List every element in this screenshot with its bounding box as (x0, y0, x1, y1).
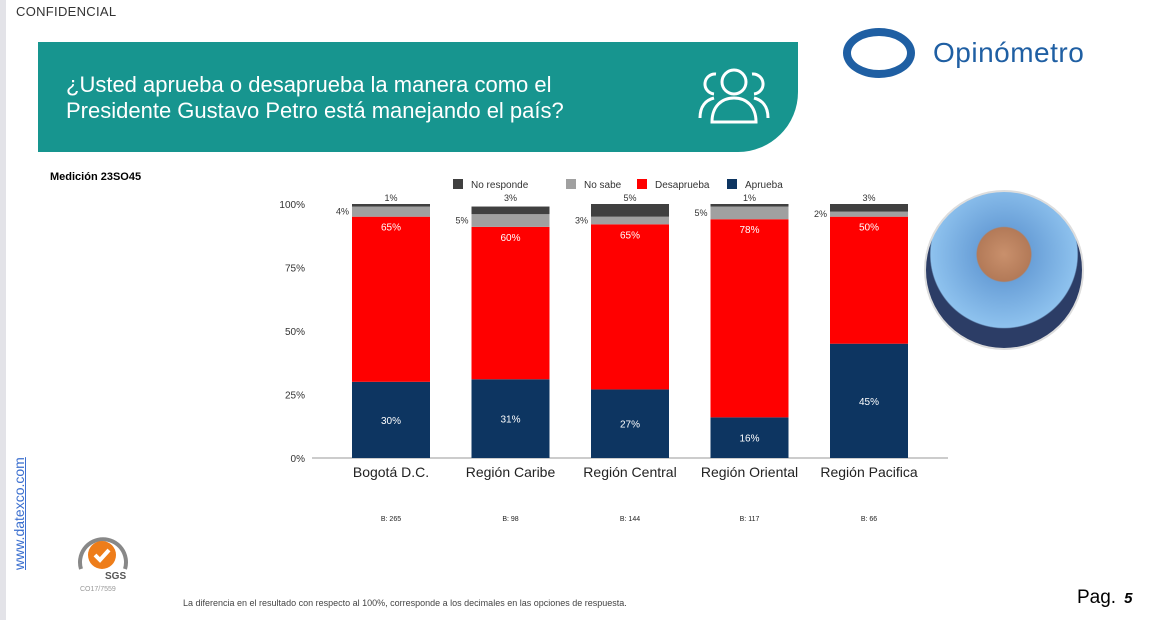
data-label: 3% (575, 216, 588, 226)
legend-label: Aprueba (745, 180, 783, 191)
bar-segment (830, 211, 908, 217)
data-label: 3% (862, 193, 875, 203)
measurement-label: Medición 23SO45 (50, 171, 142, 183)
certificate-code: CO17/7559 (80, 586, 116, 593)
bar-segment (710, 219, 789, 418)
left-edge (0, 0, 6, 620)
bar-segment (352, 381, 430, 458)
data-label: 16% (739, 434, 759, 445)
data-label: 1% (384, 193, 397, 203)
legend-swatch (637, 179, 647, 189)
bar-segment (591, 224, 669, 390)
data-label: 65% (620, 230, 640, 241)
data-label: 5% (623, 193, 636, 203)
data-label: 5% (694, 208, 707, 218)
x-tick-label: Región Central (583, 464, 676, 480)
data-label: 31% (500, 415, 520, 426)
bar-segment (352, 216, 430, 382)
legend-label: Desaprueba (655, 180, 710, 191)
bar-segment (471, 206, 550, 215)
people-icon (698, 68, 770, 124)
y-tick-label: 25% (285, 391, 305, 402)
x-tick-label: Bogotá D.C. (353, 464, 429, 480)
data-label: 50% (859, 223, 879, 234)
base-label: B: 144 (620, 516, 640, 523)
data-label: 27% (620, 420, 640, 431)
data-label: 2% (814, 209, 827, 219)
x-tick-label: Región Pacifica (820, 464, 917, 480)
president-photo (924, 190, 1084, 350)
website-link[interactable]: www.datexco.com (11, 457, 27, 570)
data-label: 45% (859, 397, 879, 408)
data-label: 1% (743, 193, 756, 203)
data-label: 30% (381, 416, 401, 427)
data-label: 60% (500, 233, 520, 244)
data-label: 5% (455, 216, 468, 226)
bar-segment (591, 389, 669, 458)
base-label: B: 98 (502, 516, 518, 523)
bar-segment (591, 216, 669, 225)
data-label: 4% (336, 207, 349, 217)
legend-label: No responde (471, 180, 529, 191)
question-banner: ¿Usted aprueba o desaprueba la manera co… (38, 42, 798, 152)
bar-segment (830, 204, 908, 212)
y-tick-label: 75% (285, 264, 305, 275)
x-tick-label: Región Caribe (466, 464, 556, 480)
base-label: B: 117 (740, 516, 760, 523)
legend-swatch (453, 179, 463, 189)
bar-segment (352, 206, 430, 217)
legend-label: No sabe (584, 180, 622, 191)
bar-segment (710, 206, 789, 220)
bar-segment (352, 204, 430, 207)
bar-segment (710, 417, 789, 458)
bar-segment (710, 204, 789, 207)
sgs-certification-logo: SGS (78, 537, 128, 582)
y-tick-label: 50% (285, 327, 305, 338)
bar-segment (471, 214, 550, 227)
legend-swatch (566, 179, 576, 189)
bar-segment (591, 204, 669, 217)
footnote: La diferencia en el resultado con respec… (183, 598, 627, 608)
legend-swatch (727, 179, 737, 189)
logo-ring-icon (843, 28, 915, 78)
confidential-label: CONFIDENCIAL (16, 4, 117, 19)
bar-segment (471, 226, 550, 380)
base-label: B: 265 (381, 516, 401, 523)
bar-segment (830, 216, 908, 344)
opinometro-logo: Opinómetro (843, 28, 1084, 78)
page-indicator: Pag. 5 (1077, 587, 1133, 608)
data-label: 65% (381, 223, 401, 234)
x-tick-label: Región Oriental (701, 464, 798, 480)
y-tick-label: 0% (291, 454, 306, 465)
brand-name: Opinómetro (933, 37, 1085, 68)
base-label: B: 66 (861, 516, 877, 523)
data-label: 3% (504, 193, 517, 203)
data-label: 78% (739, 225, 759, 236)
bar-segment (471, 379, 550, 458)
svg-text:SGS: SGS (105, 571, 126, 582)
bar-segment (830, 343, 908, 458)
y-tick-label: 100% (279, 200, 305, 211)
question-title: ¿Usted aprueba o desaprueba la manera co… (66, 72, 564, 123)
